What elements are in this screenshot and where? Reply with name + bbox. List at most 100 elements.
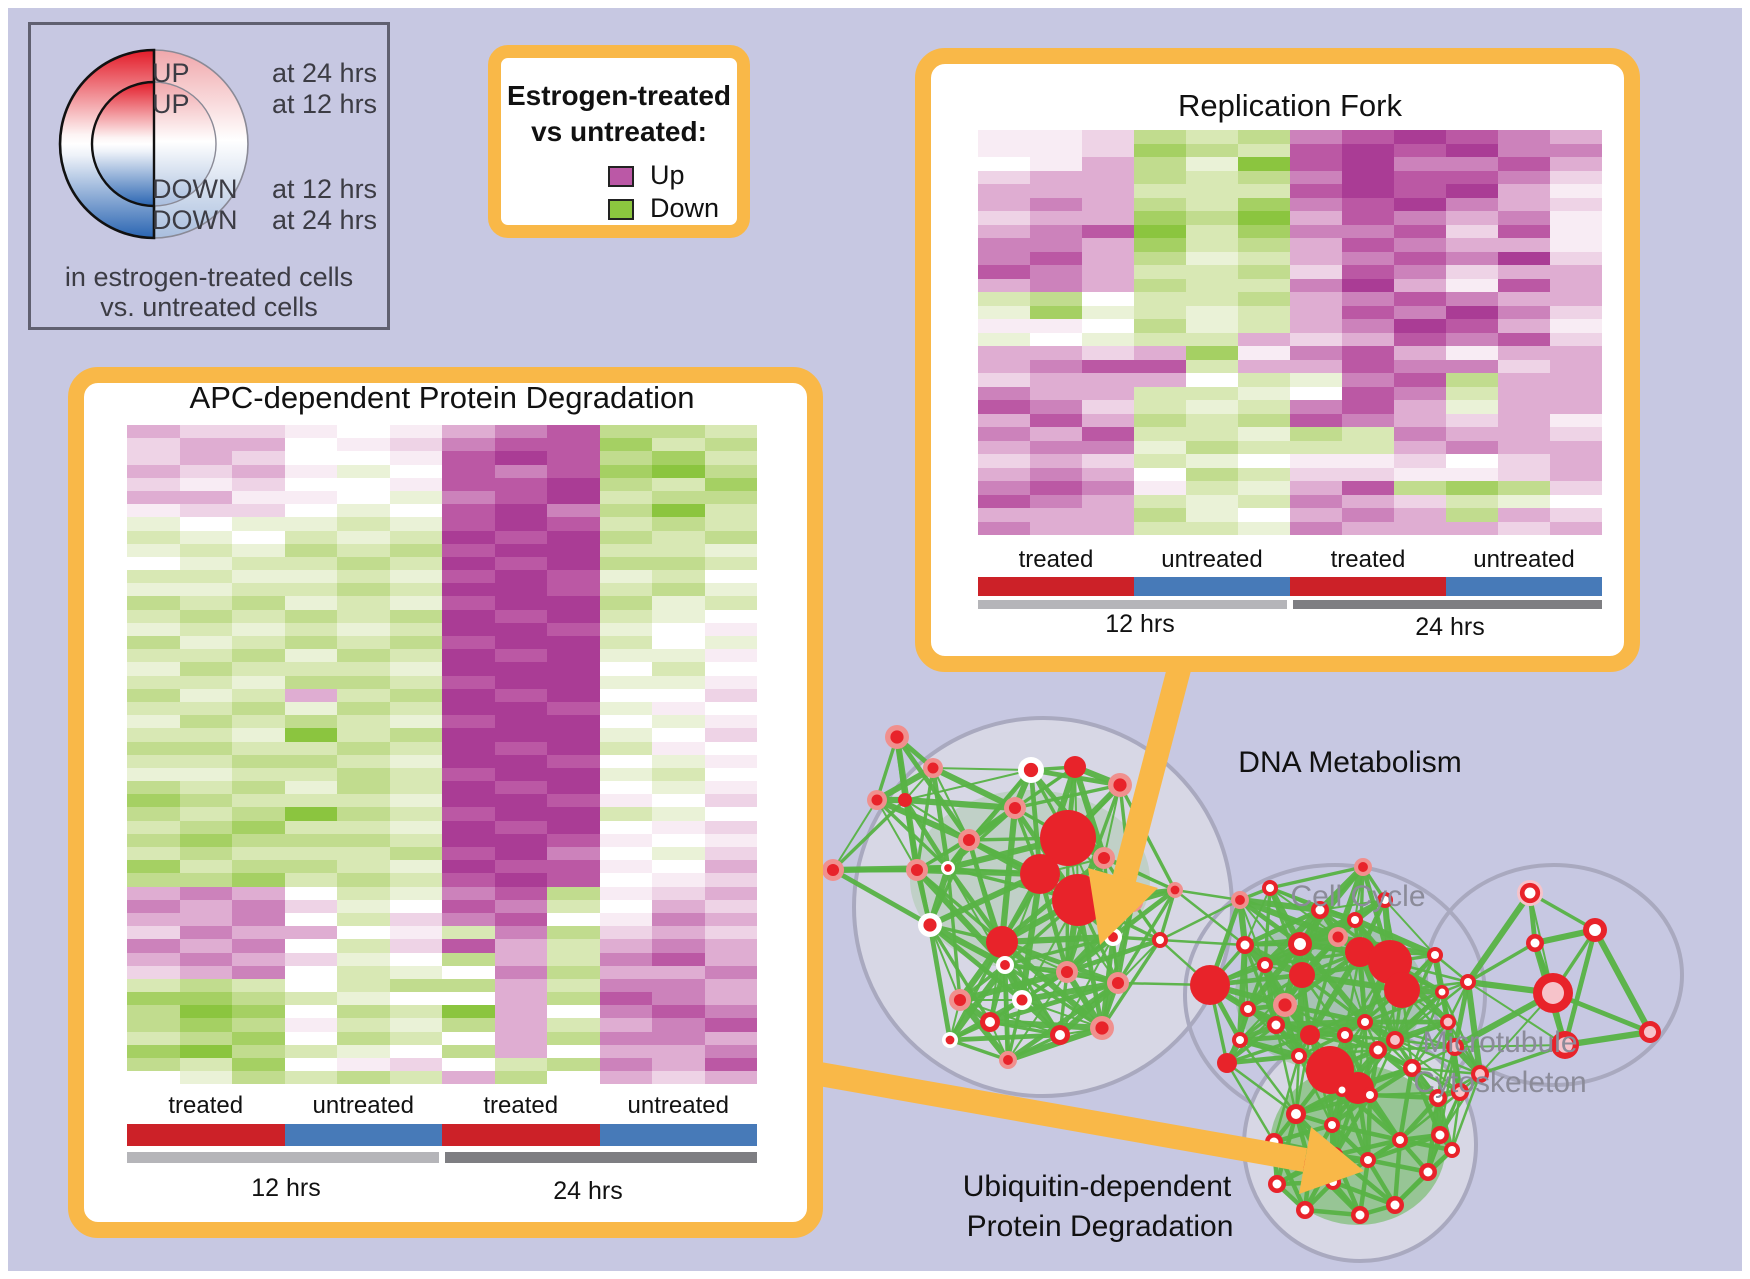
heatmap-cell [442,899,495,913]
condition-group-label: untreated [1161,546,1263,573]
time-group-label: 12 hrs [251,1174,321,1202]
heatmap-cell [284,820,337,834]
heatmap-row [127,688,757,702]
heatmap-cell [1342,224,1394,238]
heatmap-cell [494,438,547,452]
heatmap-cell [494,833,547,847]
heatmap-cell [704,570,757,584]
heatmap-cell [599,688,652,702]
heatmap-cell [1134,292,1186,306]
heatmap-cell [284,807,337,821]
heatmap-cell [179,965,232,979]
heatmap-cell [652,1005,705,1019]
heatmap-cell [1030,211,1082,225]
heatmap-cell [494,622,547,636]
heatmap-cell [232,490,285,505]
heatmap-cell [337,701,390,716]
heatmap-cell [389,860,442,874]
heatmap-cell [978,359,1030,373]
heatmap-cell [1498,400,1550,414]
heatmap-cell [389,609,442,623]
heatmap-cell [1342,332,1394,346]
heatmap-cell [1394,454,1446,468]
heatmap-cell [547,675,600,689]
heatmap-cell [978,319,1030,333]
heatmap-cell [232,438,285,452]
heatmap-cell [652,570,705,584]
heatmap-cell [179,741,232,755]
heatmap-cell [127,978,180,993]
heatmap-cell [337,477,390,491]
heatmap-cell [1550,427,1602,441]
heatmap-cell [1498,346,1550,360]
heatmap-cell [337,609,390,623]
heatmap-cell [652,675,705,689]
heatmap-cell [232,530,285,544]
heatmap-cell [652,583,705,597]
heatmap-row [127,899,757,913]
heatmap-cell [494,715,547,729]
heatmap-row [127,781,757,795]
heatmap-cell [704,662,757,676]
heatmap-cell [232,1005,285,1019]
heatmap-cell [337,636,390,650]
heatmap-cell [1342,238,1394,252]
heatmap-row [978,521,1602,535]
heatmap-cell [704,636,757,650]
heatmap-cell [704,688,757,702]
heatmap-cell [1134,400,1186,414]
heatmap-cell [232,451,285,465]
heatmap-cell [652,965,705,979]
heatmap-cell [652,952,705,966]
heatmap-cell [284,873,337,887]
time-group-label: 24 hrs [553,1177,623,1205]
heatmap-cell [652,490,705,505]
heatmap-cell [547,965,600,979]
heatmap-cell [1550,481,1602,495]
heatmap-cell [1342,481,1394,495]
heatmap-cell [978,184,1030,198]
heatmap-cell [127,1031,180,1045]
heatmap-cell [337,741,390,755]
heatmap-cell [179,820,232,834]
up-legend-label: Up [650,160,685,190]
heatmap-cell [442,649,495,663]
heatmap-cell [1186,211,1238,225]
heatmap-cell [1290,440,1342,454]
heatmap-cell [179,675,232,689]
heatmap-cell [442,1005,495,1019]
heatmap-row [127,1018,757,1032]
heatmap-cell [652,794,705,808]
heatmap-cell [1290,346,1342,360]
heatmap-cell [232,952,285,966]
heatmap-cell [284,451,337,465]
heatmap-cell [1290,413,1342,427]
heatmap-cell [652,649,705,663]
heatmap-cell [127,636,180,650]
heatmap-cell [1030,373,1082,387]
condition-group-label: untreated [627,1092,729,1119]
heatmap-cell [179,609,232,623]
heatmap-cell [704,741,757,755]
heatmap-cell [232,662,285,676]
heatmap-cell [1082,440,1134,454]
heatmap-row [978,508,1602,522]
heatmap-cell [599,490,652,505]
heatmap-cell [1030,143,1082,157]
heatmap-cell [547,952,600,966]
heatmap-cell [127,741,180,755]
heatmap-cell [179,477,232,491]
heatmap-cell [1030,508,1082,522]
heatmap-cell [1550,143,1602,157]
heatmap-cell [1290,319,1342,333]
heatmap-cell [127,820,180,834]
heatmap-cell [1030,413,1082,427]
heatmap-cell [337,662,390,676]
heatmap-cell [704,860,757,874]
heatmap-cell [179,767,232,782]
heatmap-cell [1238,494,1290,508]
heatmap-row [127,794,757,808]
heatmap-cell [704,728,757,742]
heatmap-cell [494,860,547,874]
heatmap-cell [337,899,390,913]
